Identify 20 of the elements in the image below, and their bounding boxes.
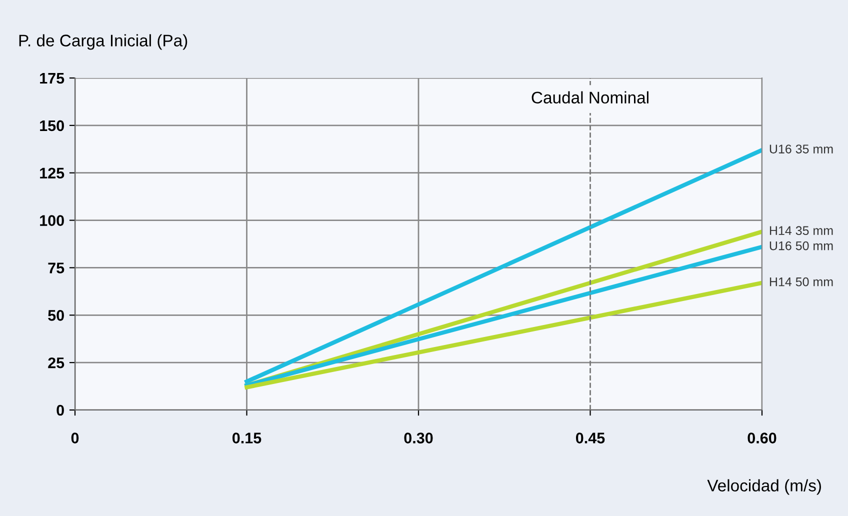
series-label: H14 35 mm [770, 226, 833, 236]
x-tick-label: 0.15 [232, 432, 262, 444]
y-tick-label: 50 [48, 310, 64, 321]
y-tick-label: 0 [56, 404, 64, 416]
y-tick-label: 25 [48, 357, 64, 368]
x-tick-label: 0.60 [748, 432, 776, 444]
series-label: H14 50 mm [770, 277, 833, 286]
y-tick-label: 75 [48, 262, 64, 274]
y-tick-label: 125 [40, 168, 64, 179]
series-label: U16 35 mm [770, 144, 833, 154]
x-tick-label: 0.30 [404, 432, 433, 444]
x-tick-label: 0 [71, 432, 79, 444]
y-axis-title: P. de Carga Inicial (Pa) [19, 34, 188, 50]
y-tick-label: 150 [40, 120, 64, 132]
y-tick-label: 175 [40, 73, 64, 84]
ref-line-label: Caudal Nominal [532, 91, 648, 104]
y-tick-label: 100 [40, 215, 64, 226]
x-tick-label: 0.45 [576, 432, 605, 444]
series-label: U16 50 mm [770, 241, 833, 250]
x-axis-title: Velocidad (m/s) [707, 479, 821, 495]
